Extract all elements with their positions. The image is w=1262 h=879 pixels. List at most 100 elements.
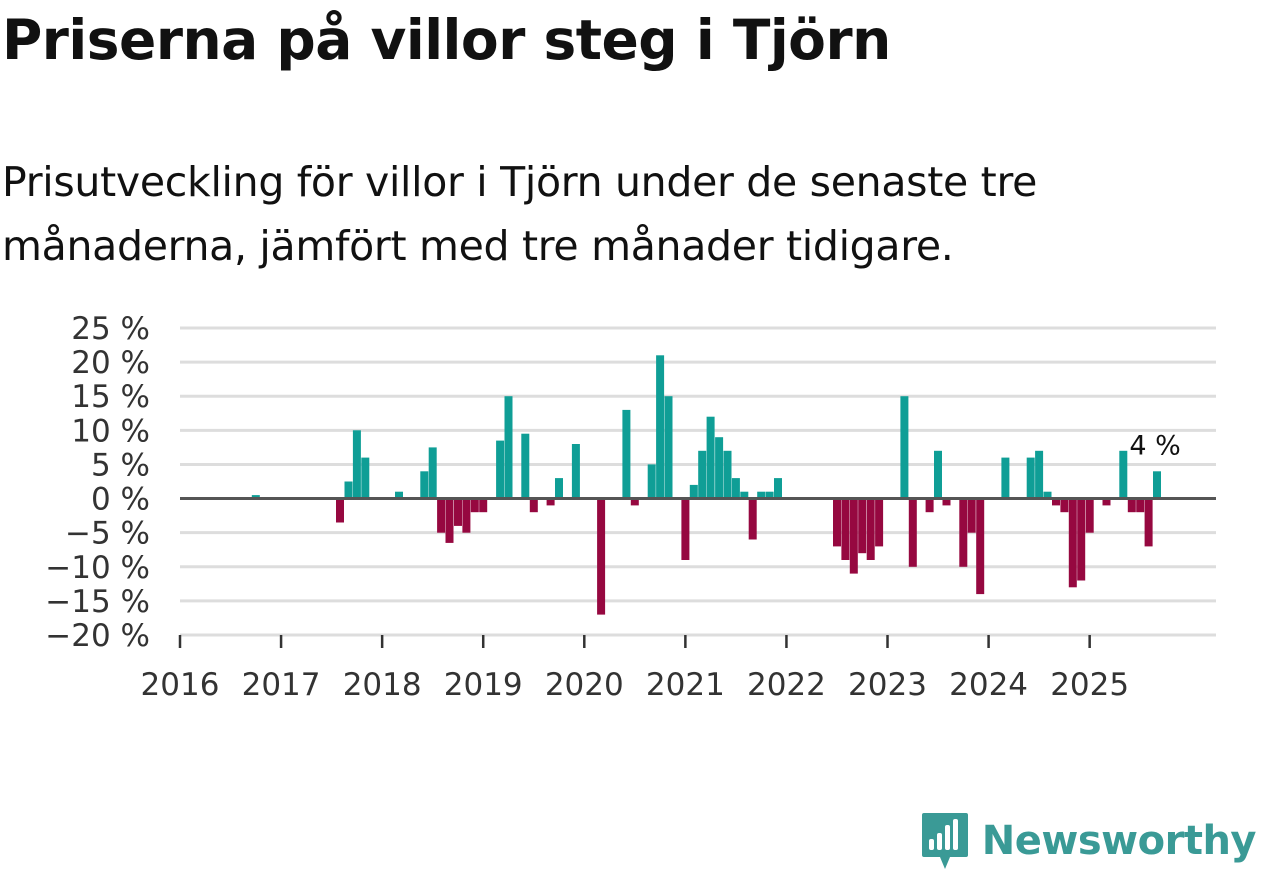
bar <box>361 457 370 499</box>
x-tick-label: 2016 <box>141 667 220 703</box>
bar <box>1035 450 1044 499</box>
page-title: Priserna på villor steg i Tjörn <box>2 8 891 72</box>
bar <box>1136 498 1145 513</box>
bar <box>908 498 917 567</box>
y-tick-label: −5 % <box>65 516 150 552</box>
bar <box>959 498 968 567</box>
gridlines <box>180 326 1216 637</box>
bar <box>630 498 639 506</box>
y-tick-label: −10 % <box>45 550 150 586</box>
y-axis-ticks: 25 %20 %15 %10 %5 %0 %−5 %−10 %−15 %−20 … <box>45 311 150 654</box>
x-tick-label: 2021 <box>646 667 725 703</box>
y-tick-label: 25 % <box>71 311 150 347</box>
bar <box>622 409 631 499</box>
bar <box>462 498 471 533</box>
bar <box>647 464 656 499</box>
bar <box>470 498 479 513</box>
x-tick-label: 2022 <box>747 667 826 703</box>
y-tick-label: 15 % <box>71 379 150 415</box>
x-axis: 2016 2017 2018 2019 2020 2021 2022 2023 2024 2025 <box>141 634 1216 703</box>
bar <box>529 498 538 513</box>
bar <box>664 396 673 499</box>
bar <box>251 495 260 499</box>
bar <box>344 481 353 499</box>
bar <box>479 498 488 513</box>
bar <box>1085 498 1094 533</box>
annotations: 4 % <box>1129 430 1180 461</box>
bar <box>765 491 774 499</box>
bar <box>841 498 850 560</box>
y-tick-label: 0 % <box>91 482 150 518</box>
bar <box>875 498 884 547</box>
last-value-label: 4 % <box>1129 430 1180 461</box>
bar <box>428 447 437 499</box>
bar <box>689 484 698 499</box>
bar <box>731 478 740 499</box>
bar <box>336 498 344 523</box>
y-tick-label: 5 % <box>91 447 150 483</box>
x-tick-label: 2024 <box>949 667 1028 703</box>
x-tick-label: 2017 <box>242 667 321 703</box>
bar <box>1052 498 1060 506</box>
x-tick-label: 2018 <box>343 667 422 703</box>
bar <box>774 478 782 499</box>
bar <box>1060 498 1069 513</box>
bar <box>437 498 446 533</box>
bar <box>723 450 732 499</box>
x-tick-label: 2019 <box>444 667 523 703</box>
bar <box>1001 457 1010 499</box>
y-tick-label: 20 % <box>71 345 150 381</box>
bar <box>445 498 454 543</box>
bar <box>1153 471 1161 499</box>
newsworthy-logo: Newsworthy <box>920 811 1257 871</box>
page-subtitle: Prisutveckling för villor i Tjörn under … <box>2 158 1038 270</box>
bars <box>251 355 1161 615</box>
x-tick-label: 2020 <box>545 667 624 703</box>
bar <box>681 498 690 560</box>
bar <box>352 430 361 499</box>
bar <box>1119 450 1128 499</box>
bar <box>698 450 707 499</box>
bar <box>454 498 462 526</box>
bar <box>706 416 715 499</box>
bar <box>849 498 858 574</box>
x-tick-label: 2023 <box>848 667 927 703</box>
bar <box>1043 491 1052 499</box>
bar <box>546 498 555 506</box>
bar <box>555 478 563 499</box>
bar <box>521 433 530 499</box>
bar <box>395 491 403 499</box>
bar <box>925 498 934 513</box>
bar <box>900 396 909 499</box>
bar <box>866 498 875 560</box>
y-tick-label: −15 % <box>45 584 150 620</box>
bar <box>1026 457 1035 499</box>
y-tick-label: 10 % <box>71 413 150 449</box>
bar <box>942 498 951 506</box>
bar <box>656 355 665 499</box>
bar <box>571 444 580 499</box>
bar <box>496 440 505 499</box>
bar <box>934 450 942 499</box>
y-tick-label: −20 % <box>45 618 150 654</box>
bar <box>1077 498 1086 581</box>
bar <box>1127 498 1136 513</box>
x-tick-label: 2025 <box>1050 667 1129 703</box>
bar <box>1102 498 1111 506</box>
bar <box>967 498 976 533</box>
bar <box>597 498 606 615</box>
bar <box>858 498 867 554</box>
bar <box>420 471 429 499</box>
bar <box>757 491 766 499</box>
bar <box>1144 498 1153 547</box>
bar <box>1068 498 1077 588</box>
bar <box>715 437 724 499</box>
newsworthy-logo-text: Newsworthy <box>981 818 1257 864</box>
bar <box>833 498 841 547</box>
bar <box>740 491 749 499</box>
newsworthy-logo-icon <box>921 813 968 869</box>
bar <box>748 498 757 540</box>
bar <box>976 498 985 595</box>
bar <box>504 396 513 499</box>
